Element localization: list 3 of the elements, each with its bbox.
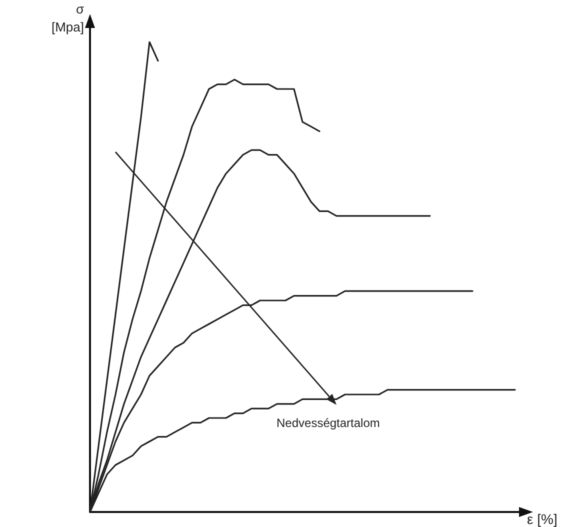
y-axis-title: σ [Mpa]: [51, 2, 84, 34]
annotation: Nedvességtartalom: [276, 416, 380, 430]
x-axis-title: ε [%]: [527, 511, 558, 527]
